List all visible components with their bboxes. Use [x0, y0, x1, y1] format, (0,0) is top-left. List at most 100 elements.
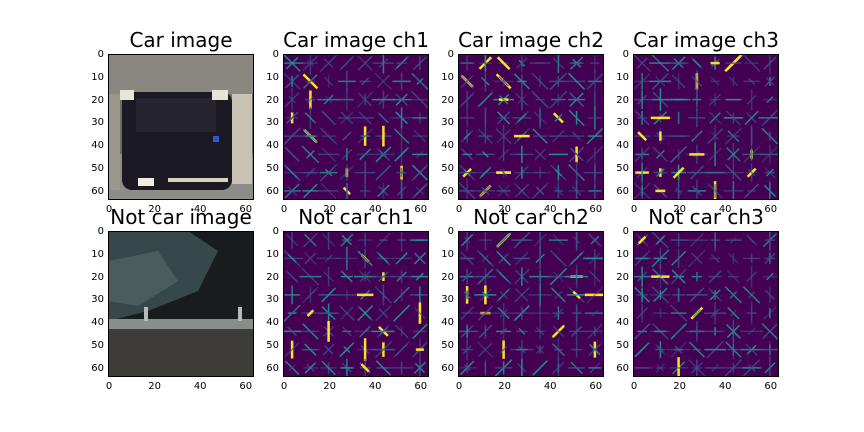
hog-gradient-stroke — [285, 56, 299, 70]
road-surface — [108, 329, 254, 377]
x-tick-label: 40 — [193, 204, 207, 215]
y-tick-label: 60 — [616, 362, 629, 374]
hog-gradient-stroke — [742, 54, 761, 72]
y-tick-label: 20 — [266, 271, 279, 283]
hog-gradient-stroke — [463, 290, 472, 299]
y-tick-label: 10 — [266, 248, 279, 260]
hog-gradient-stroke — [672, 166, 685, 179]
y-tick-label: 30 — [441, 117, 454, 129]
hog-gradient-stroke — [413, 361, 426, 374]
hog-gradient-stroke — [460, 74, 474, 88]
x-tick-label: 20 — [323, 204, 336, 215]
hog-gradient-stroke — [481, 291, 489, 299]
x-tick-label: 0 — [280, 381, 288, 392]
y-tick-label: 0 — [622, 49, 629, 60]
sample-photo — [108, 231, 254, 377]
hog-gradient-stroke — [284, 305, 300, 321]
hog-gradient-stroke — [359, 325, 372, 338]
car-reflector — [213, 136, 219, 142]
hog-gradient-stroke — [571, 326, 582, 337]
hog-gradient-stroke — [633, 182, 651, 200]
photo-sky-region — [108, 54, 254, 94]
hog-gradient-stroke — [478, 92, 493, 107]
hog-gradient-stroke — [375, 304, 392, 322]
hog-gradient-stroke — [633, 54, 651, 72]
y-tick-label: 0 — [622, 226, 629, 237]
x-tick-label: 40 — [368, 381, 382, 392]
y-tick-label: 50 — [616, 163, 629, 174]
panel-title: Car image ch3 — [633, 28, 779, 52]
hog-gradient-stroke — [766, 132, 774, 140]
hog-gradient-stroke — [554, 114, 562, 122]
hog-gradient-stroke — [359, 270, 371, 283]
hog-gradient-stroke — [710, 290, 720, 300]
y-tick-label: 50 — [441, 163, 454, 174]
hog-gradient-stroke — [531, 72, 549, 91]
y-tick-label: 0 — [272, 49, 279, 60]
hog-gradient-stroke — [305, 76, 316, 87]
hog-gradient-stroke — [376, 147, 391, 162]
hog-gradient-stroke — [481, 327, 490, 336]
hog-gradient-stroke — [656, 235, 665, 245]
x-tick-label: 60 — [414, 204, 428, 215]
x-tick-label: 40 — [543, 381, 557, 392]
hog-gradient-stroke — [692, 309, 701, 318]
y-tick-label: 50 — [441, 340, 454, 351]
x-tick-label: 40 — [193, 381, 207, 392]
hog-gradient-stroke — [710, 131, 720, 141]
hog-gradient-stroke — [321, 110, 336, 126]
rail-post — [144, 307, 148, 321]
hog-gradient-stroke — [535, 327, 545, 336]
hog-gradient-stroke — [638, 345, 647, 354]
hog-gradient-stroke — [321, 360, 336, 376]
hog-gradient-stroke — [376, 360, 391, 376]
y-tick-label: 10 — [616, 71, 629, 83]
hog-gradient-stroke — [286, 185, 298, 197]
y-tick-label: 20 — [91, 94, 104, 106]
hog-gradient-stroke — [724, 163, 743, 182]
hog-gradient-stroke — [673, 326, 684, 337]
car-bumper-light-left — [138, 178, 154, 186]
y-tick-label: 60 — [266, 362, 279, 374]
hog-gradient-stroke — [286, 166, 298, 179]
y-tick-label: 0 — [447, 226, 454, 237]
hog-gradient-stroke — [707, 182, 724, 199]
hog-gradient-stroke — [588, 270, 601, 283]
hog-gradient-stroke — [361, 254, 369, 263]
x-tick-label: 20 — [673, 381, 686, 392]
hog-gradient-stroke — [395, 93, 409, 107]
hog-gradient-stroke — [655, 271, 666, 282]
sample-photo — [108, 54, 254, 200]
y-tick-label: 40 — [616, 140, 629, 152]
hog-gradient-stroke — [394, 324, 409, 339]
hog-gradient-stroke — [377, 112, 390, 124]
panel-title: Car image ch1 — [283, 28, 429, 52]
photo-side-highlight — [232, 94, 252, 184]
hog-gradient-stroke — [652, 146, 669, 163]
hog-gradient-stroke — [747, 168, 756, 177]
hog-gradient-stroke — [499, 345, 508, 354]
hog-gradient-stroke — [708, 147, 722, 162]
car-bumper — [168, 178, 228, 182]
x-tick-label: 40 — [718, 204, 732, 215]
hog-gradient-stroke — [691, 75, 703, 87]
hog-gradient-stroke — [553, 308, 564, 318]
y-tick-label: 60 — [441, 362, 454, 374]
x-tick-label: 0 — [280, 204, 288, 215]
hog-gradient-stroke — [360, 363, 370, 373]
panel-title: Not car image — [110, 205, 252, 229]
y-tick-label: 50 — [616, 340, 629, 351]
y-tick-label: 10 — [441, 248, 454, 260]
x-tick-label: 0 — [455, 204, 463, 215]
hog-gradient-stroke — [287, 253, 297, 263]
y-tick-label: 40 — [266, 140, 279, 152]
hog-feature-image — [633, 54, 779, 200]
hog-gradient-stroke — [342, 131, 352, 141]
hog-gradient-stroke — [340, 306, 354, 320]
hog-gradient-stroke — [588, 233, 602, 247]
hog-gradient-stroke — [692, 58, 702, 68]
x-tick-label: 60 — [764, 381, 778, 392]
hog-gradient-stroke — [340, 233, 354, 247]
x-tick-label: 20 — [498, 381, 511, 392]
hog-gradient-stroke — [728, 131, 738, 141]
